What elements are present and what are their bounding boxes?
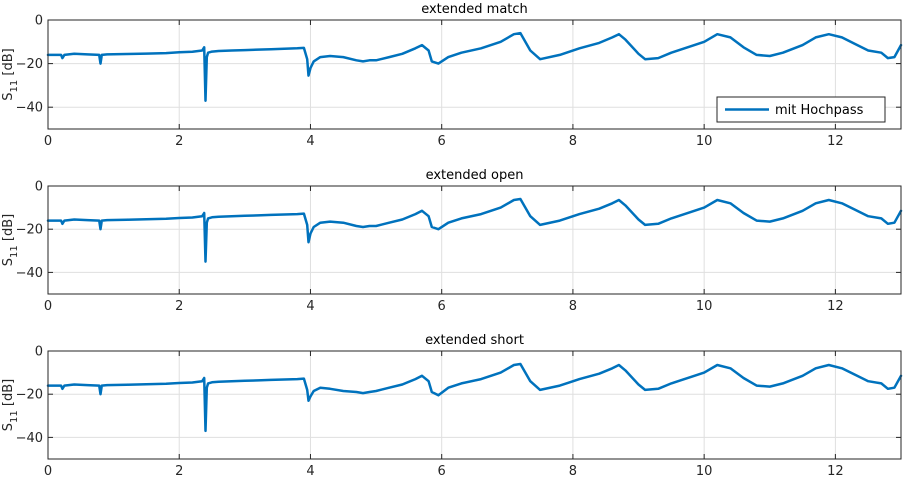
y-axis-label-main: S — [1, 92, 16, 100]
axes-frame — [47, 185, 902, 295]
x-tick-label: 6 — [438, 299, 446, 314]
subplot-title: extended match — [421, 2, 528, 17]
x-tick-label: 4 — [306, 299, 314, 314]
y-axis-label-unit: [dB] — [1, 379, 16, 410]
x-tick-label: 8 — [569, 134, 577, 149]
y-tick-label: 0 — [35, 180, 43, 195]
y-tick-label: −20 — [16, 223, 43, 238]
y-tick-label: −20 — [16, 388, 43, 403]
y-axis-label-unit: [dB] — [1, 48, 16, 79]
x-tick-label: 0 — [44, 134, 52, 149]
y-axis-label-unit: [dB] — [1, 214, 16, 245]
subplot-3: 0 2 4 6 8 10 12 0 −20 −40 extended short S11 [dB] — [1, 333, 903, 479]
x-tick-label: 4 — [306, 134, 314, 149]
y-axis-label-subscript: 11 — [9, 245, 20, 258]
y-axis-label: S11 [dB] — [1, 48, 20, 100]
x-tick-label: 8 — [569, 464, 577, 479]
x-tick-label: 6 — [438, 134, 446, 149]
subplot-2: 0 2 4 6 8 10 12 0 −20 −40 extended open S11 [dB] — [1, 168, 903, 314]
subplot-1: 0 2 4 6 8 10 12 0 −20 −40 extended match S11 [dB] mi… — [1, 2, 903, 149]
axes-background — [48, 186, 901, 294]
x-tick-label: 12 — [827, 299, 844, 314]
subplot-title: extended short — [425, 333, 524, 348]
y-axis-label-subscript: 11 — [9, 80, 20, 93]
x-tick-label: 0 — [44, 299, 52, 314]
axes-frame — [47, 350, 902, 460]
legend: mit Hochpass — [716, 96, 886, 123]
y-tick-label: −20 — [16, 57, 43, 72]
x-tick-label: 10 — [696, 464, 713, 479]
series-line-mit-hochpass — [46, 197, 903, 263]
series-line-mit-hochpass — [46, 31, 903, 102]
x-tick-label: 2 — [175, 299, 183, 314]
x-tick-label: 0 — [44, 464, 52, 479]
y-tick-label: 0 — [35, 345, 43, 360]
y-axis-label-main: S — [1, 258, 16, 266]
axes-background — [48, 351, 901, 459]
legend-label: mit Hochpass — [775, 103, 864, 118]
y-tick-label: −40 — [16, 266, 43, 281]
x-tick-label: 4 — [306, 464, 314, 479]
y-axis-label-subscript: 11 — [9, 410, 20, 423]
y-tick-label: −40 — [16, 431, 43, 446]
y-tick-label: −40 — [16, 101, 43, 116]
y-axis-label-main: S — [1, 423, 16, 431]
x-tick-label: 12 — [827, 464, 844, 479]
series-line-mit-hochpass — [46, 362, 903, 433]
y-axis-label: S11 [dB] — [1, 214, 20, 266]
x-tick-label: 12 — [827, 134, 844, 149]
subplot-title: extended open — [426, 168, 524, 183]
x-tick-label: 10 — [696, 134, 713, 149]
x-tick-label: 10 — [696, 299, 713, 314]
x-tick-label: 8 — [569, 299, 577, 314]
x-tick-label: 6 — [438, 464, 446, 479]
axes-frame — [47, 19, 902, 130]
x-tick-label: 2 — [175, 134, 183, 149]
y-tick-label: 0 — [35, 14, 43, 29]
x-tick-label: 2 — [175, 464, 183, 479]
y-axis-label: S11 [dB] — [1, 379, 20, 431]
